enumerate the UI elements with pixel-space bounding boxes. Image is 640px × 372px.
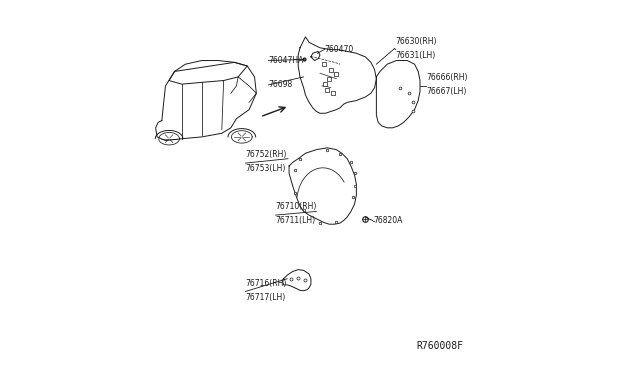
Text: 76666(RH): 76666(RH) [426,73,468,82]
Text: 76631(LH): 76631(LH) [396,51,436,60]
Text: 76710(RH): 76710(RH) [276,202,317,211]
Text: 76630(RH): 76630(RH) [396,37,437,46]
Text: 76717(LH): 76717(LH) [246,292,285,302]
Text: 76752(RH): 76752(RH) [246,150,287,160]
Text: 76047HA: 76047HA [268,56,304,65]
Text: 76711(LH): 76711(LH) [276,216,316,225]
Text: 76698: 76698 [268,80,292,89]
Text: R760008F: R760008F [417,341,463,352]
Text: 76716(RH): 76716(RH) [246,279,287,288]
Text: 76667(LH): 76667(LH) [426,87,467,96]
Text: 760470: 760470 [324,45,354,54]
Text: 76820A: 76820A [374,216,403,225]
Text: 76753(LH): 76753(LH) [246,164,286,173]
